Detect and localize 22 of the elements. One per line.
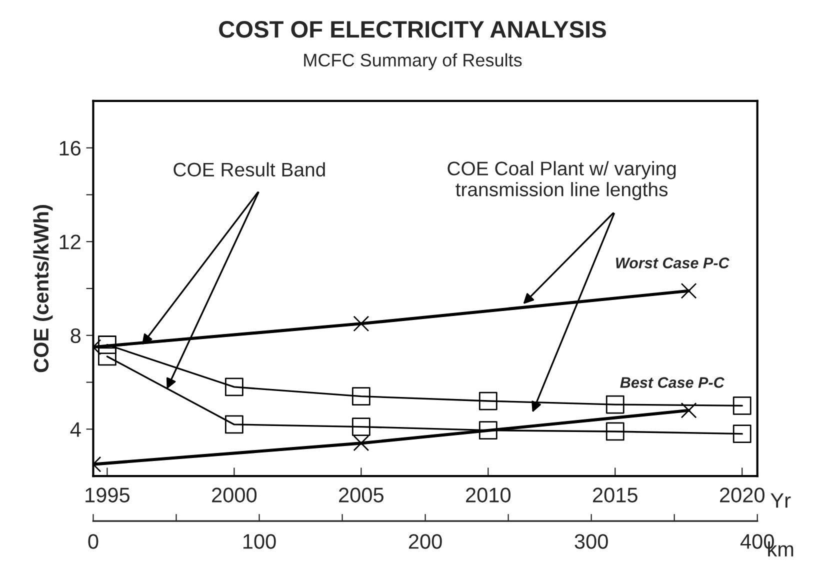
x-tick-label: 2010	[466, 488, 511, 502]
x2-tick-label: 200	[408, 534, 442, 549]
chart-subtitle: MCFC Summary of Results	[304, 53, 522, 70]
x2-tick-label: 100	[243, 534, 276, 549]
x-axis-title: Yr	[770, 493, 791, 508]
x2-tick-label: 0	[88, 534, 98, 549]
x-tick-label: 2000	[212, 488, 257, 502]
y-tick-label: 12	[60, 234, 80, 250]
chart-title: COST OF ELECTRICITY ANALYSIS	[219, 21, 606, 38]
y-axis-title: COE (cents/kWh)	[33, 205, 53, 372]
y-tick-label: 4	[70, 422, 81, 437]
series-label: Best Case P-C	[620, 377, 725, 388]
x-tick-label: 2020	[720, 488, 764, 502]
x-tick-label: 2015	[593, 488, 638, 502]
x2-tick-label: 300	[574, 534, 608, 549]
x-tick-label: 1995	[86, 488, 130, 502]
annotation: COE Result Band	[174, 162, 325, 177]
y-tick-label: 8	[70, 328, 81, 344]
y-tick-label: 16	[60, 140, 81, 156]
x-tick-label: 2005	[339, 488, 384, 502]
series-label: Worst Case P-C	[616, 258, 730, 268]
annotation: COE Coal Plant w/ varying transmission line lengths	[448, 161, 676, 200]
